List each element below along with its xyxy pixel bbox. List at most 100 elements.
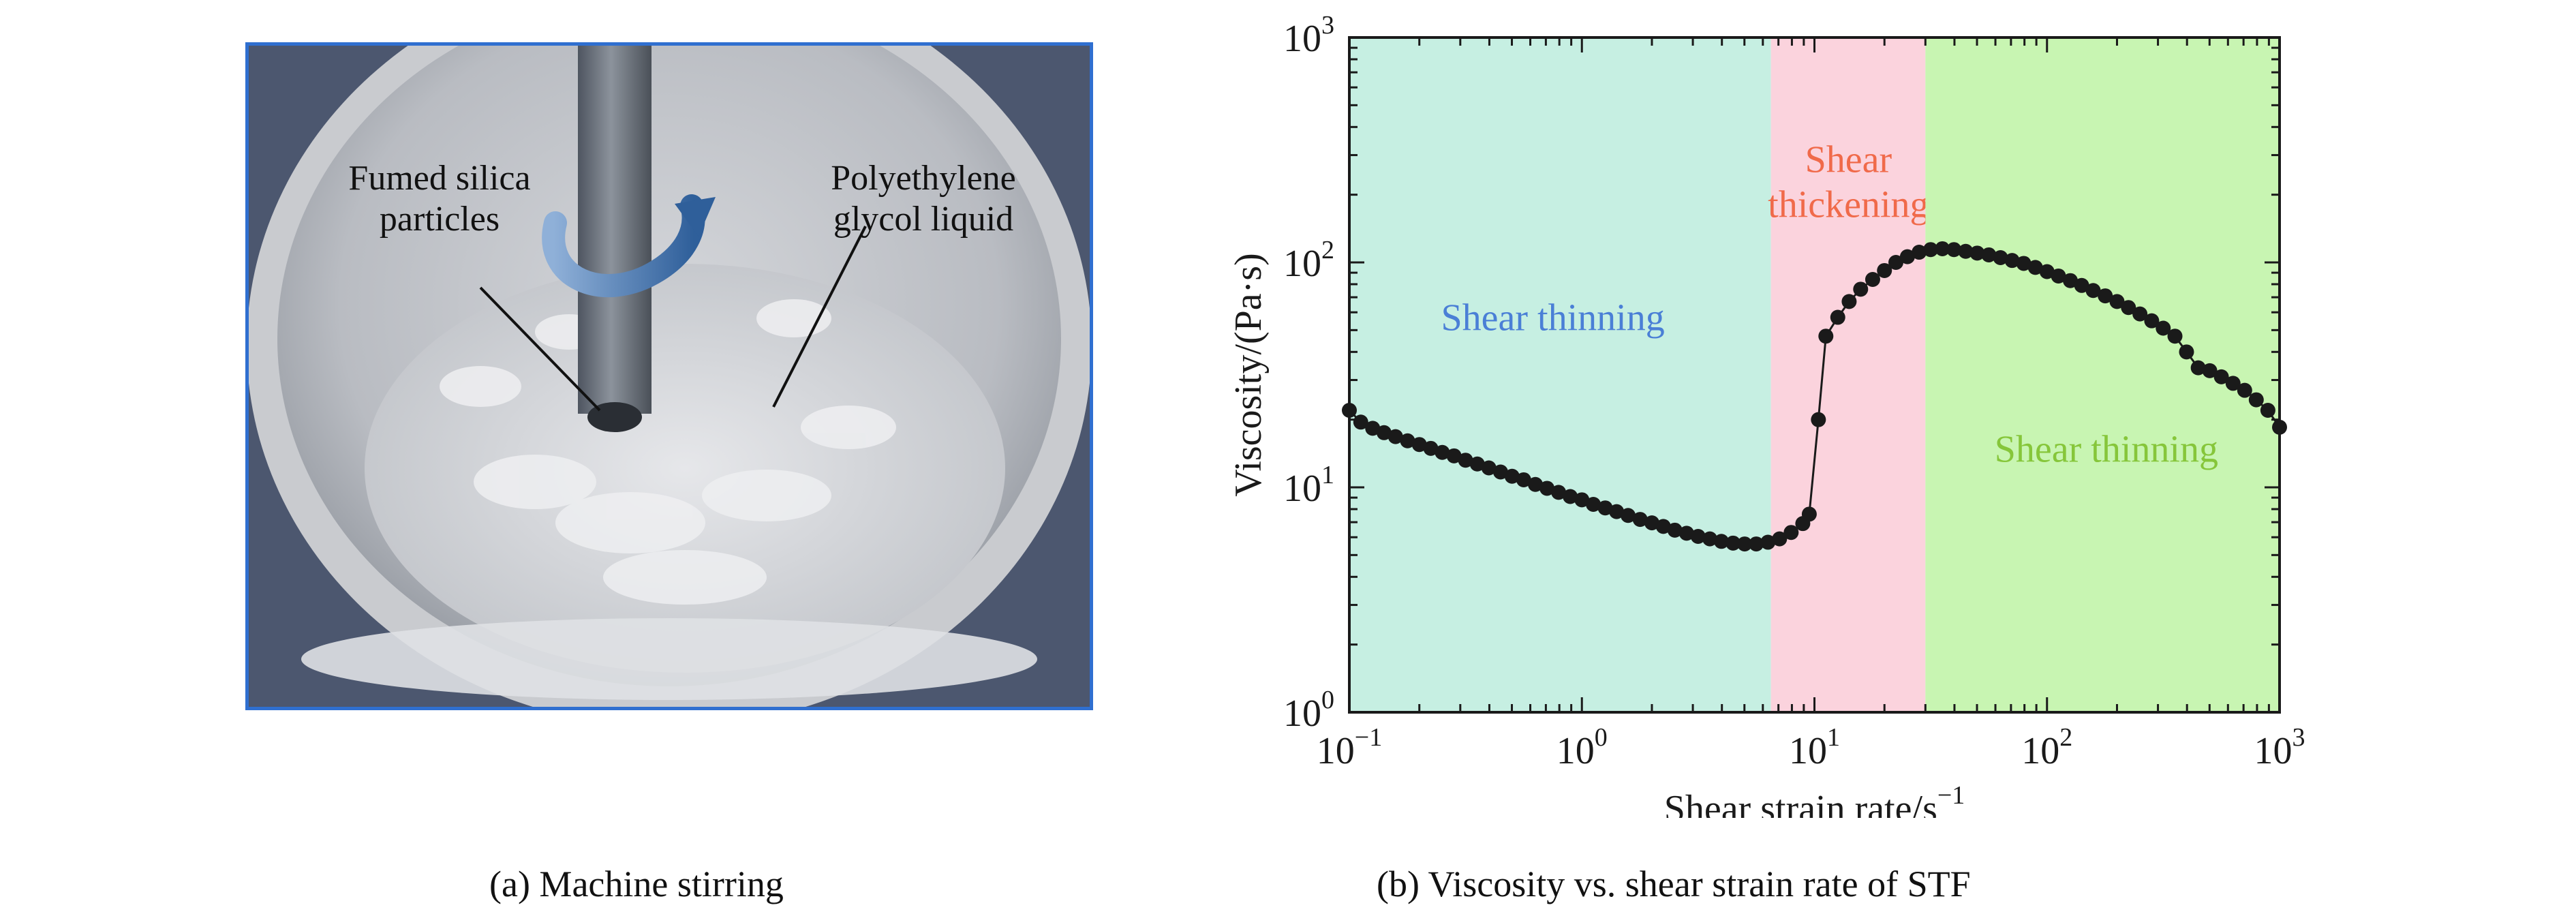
data-point-12 bbox=[1481, 460, 1497, 476]
region-band-1 bbox=[1770, 37, 1926, 712]
plot-frame bbox=[1348, 36, 2281, 714]
data-point-35 bbox=[1749, 536, 1764, 552]
data-point-68 bbox=[2121, 300, 2136, 316]
data-point-65 bbox=[2085, 283, 2101, 299]
data-point-77 bbox=[2225, 376, 2241, 391]
x-tick-label: 103 bbox=[2254, 723, 2305, 772]
data-point-76 bbox=[2213, 369, 2229, 384]
data-points bbox=[1342, 241, 2287, 552]
data-point-44 bbox=[1841, 294, 1857, 309]
stirring-photo-illustration bbox=[249, 46, 1090, 707]
chart-regions: Shear thinning Shear thickening Shear thinn… bbox=[1349, 37, 2280, 712]
y-tick-label: 101 bbox=[1283, 461, 1334, 510]
data-point-40 bbox=[1801, 506, 1817, 522]
data-point-18 bbox=[1551, 485, 1567, 500]
data-point-4 bbox=[1387, 429, 1403, 444]
data-point-50 bbox=[1912, 245, 1927, 260]
data-point-67 bbox=[2109, 294, 2125, 309]
data-point-48 bbox=[1888, 255, 1904, 270]
x-tick-label: 101 bbox=[1789, 723, 1840, 772]
data-point-11 bbox=[1469, 456, 1485, 472]
data-point-17 bbox=[1539, 481, 1555, 496]
data-point-24 bbox=[1621, 508, 1636, 523]
x-tick-label: 102 bbox=[2021, 723, 2072, 772]
data-point-71 bbox=[2156, 320, 2171, 336]
data-point-5 bbox=[1400, 433, 1415, 448]
data-point-30 bbox=[1690, 529, 1706, 545]
data-point-14 bbox=[1504, 468, 1520, 484]
data-point-51 bbox=[1923, 242, 1939, 258]
region-label-0: Shear thinning bbox=[1441, 296, 1665, 339]
data-point-57 bbox=[1993, 250, 2008, 266]
data-point-28 bbox=[1667, 522, 1683, 538]
y-tick-label: 100 bbox=[1283, 686, 1334, 735]
data-point-58 bbox=[2004, 253, 2020, 269]
caption-a: (a) Machine stirring bbox=[489, 864, 784, 904]
data-point-19 bbox=[1563, 489, 1578, 504]
data-point-78 bbox=[2237, 382, 2252, 398]
data-point-27 bbox=[1655, 519, 1671, 534]
data-point-61 bbox=[2039, 264, 2055, 279]
data-point-22 bbox=[1597, 500, 1613, 516]
region-band-0 bbox=[1349, 37, 1771, 712]
region-label-1: Shear thickening bbox=[1768, 139, 1929, 226]
viscosity-chart: Shear thinning Shear thickening Shear thinn… bbox=[1227, 11, 2305, 818]
data-point-79 bbox=[2248, 392, 2264, 408]
y-tick-label: 102 bbox=[1283, 236, 1334, 285]
data-point-3 bbox=[1376, 425, 1392, 440]
data-point-34 bbox=[1737, 536, 1753, 552]
data-point-63 bbox=[2063, 273, 2079, 288]
data-point-66 bbox=[2098, 288, 2113, 304]
data-point-74 bbox=[2190, 360, 2206, 376]
data-point-46 bbox=[1865, 271, 1880, 287]
data-point-45 bbox=[1853, 281, 1869, 297]
x-tick-label: 10−1 bbox=[1317, 723, 1382, 772]
peg-liquid-label: Polyethylene glycol liquid bbox=[831, 159, 1016, 239]
axis-labels: Shear strain rate/s−1 Viscosity/(Pa·s) bbox=[1227, 253, 1965, 818]
data-point-52 bbox=[1935, 241, 1950, 256]
data-point-29 bbox=[1678, 525, 1694, 541]
data-point-56 bbox=[1981, 247, 1997, 262]
x-axis-label: Shear strain rate/s−1 bbox=[1664, 781, 1965, 818]
data-point-70 bbox=[2144, 313, 2160, 329]
data-point-62 bbox=[2051, 268, 2066, 284]
data-point-13 bbox=[1492, 464, 1508, 480]
data-point-10 bbox=[1458, 453, 1473, 468]
data-point-25 bbox=[1632, 512, 1648, 528]
data-point-16 bbox=[1528, 476, 1544, 492]
data-point-43 bbox=[1830, 309, 1845, 325]
data-point-32 bbox=[1713, 534, 1729, 549]
data-point-49 bbox=[1899, 249, 1915, 264]
caption-b: (b) Viscosity vs. shear strain rate of S… bbox=[1377, 864, 1971, 904]
stirring-photo: Fumed silica particles Polyethylene glyc… bbox=[245, 42, 1093, 710]
data-point-7 bbox=[1423, 440, 1439, 456]
region-label-2: Shear thinning bbox=[1995, 428, 2218, 470]
data-point-72 bbox=[2167, 329, 2183, 344]
data-point-64 bbox=[2074, 277, 2089, 293]
data-point-15 bbox=[1516, 472, 1531, 487]
data-point-21 bbox=[1586, 496, 1601, 512]
data-point-41 bbox=[1811, 412, 1826, 427]
data-point-8 bbox=[1435, 444, 1450, 460]
data-point-23 bbox=[1609, 504, 1625, 519]
data-point-6 bbox=[1411, 437, 1427, 453]
data-point-31 bbox=[1702, 531, 1718, 547]
data-point-69 bbox=[2132, 306, 2148, 322]
data-point-73 bbox=[2179, 344, 2194, 360]
data-point-54 bbox=[1958, 243, 1974, 259]
data-point-38 bbox=[1783, 525, 1799, 540]
data-point-47 bbox=[1877, 262, 1892, 278]
data-point-42 bbox=[1818, 329, 1834, 344]
data-point-9 bbox=[1446, 448, 1462, 463]
data-point-60 bbox=[2027, 260, 2043, 275]
data-point-36 bbox=[1760, 534, 1776, 550]
fumed-silica-label: Fumed silica particles bbox=[348, 159, 531, 239]
data-point-33 bbox=[1726, 535, 1741, 551]
data-point-75 bbox=[2202, 363, 2218, 378]
data-point-59 bbox=[2016, 256, 2031, 271]
data-point-20 bbox=[1574, 492, 1590, 508]
data-point-55 bbox=[1969, 245, 1985, 261]
data-point-37 bbox=[1772, 531, 1788, 547]
data-point-2 bbox=[1365, 421, 1381, 436]
